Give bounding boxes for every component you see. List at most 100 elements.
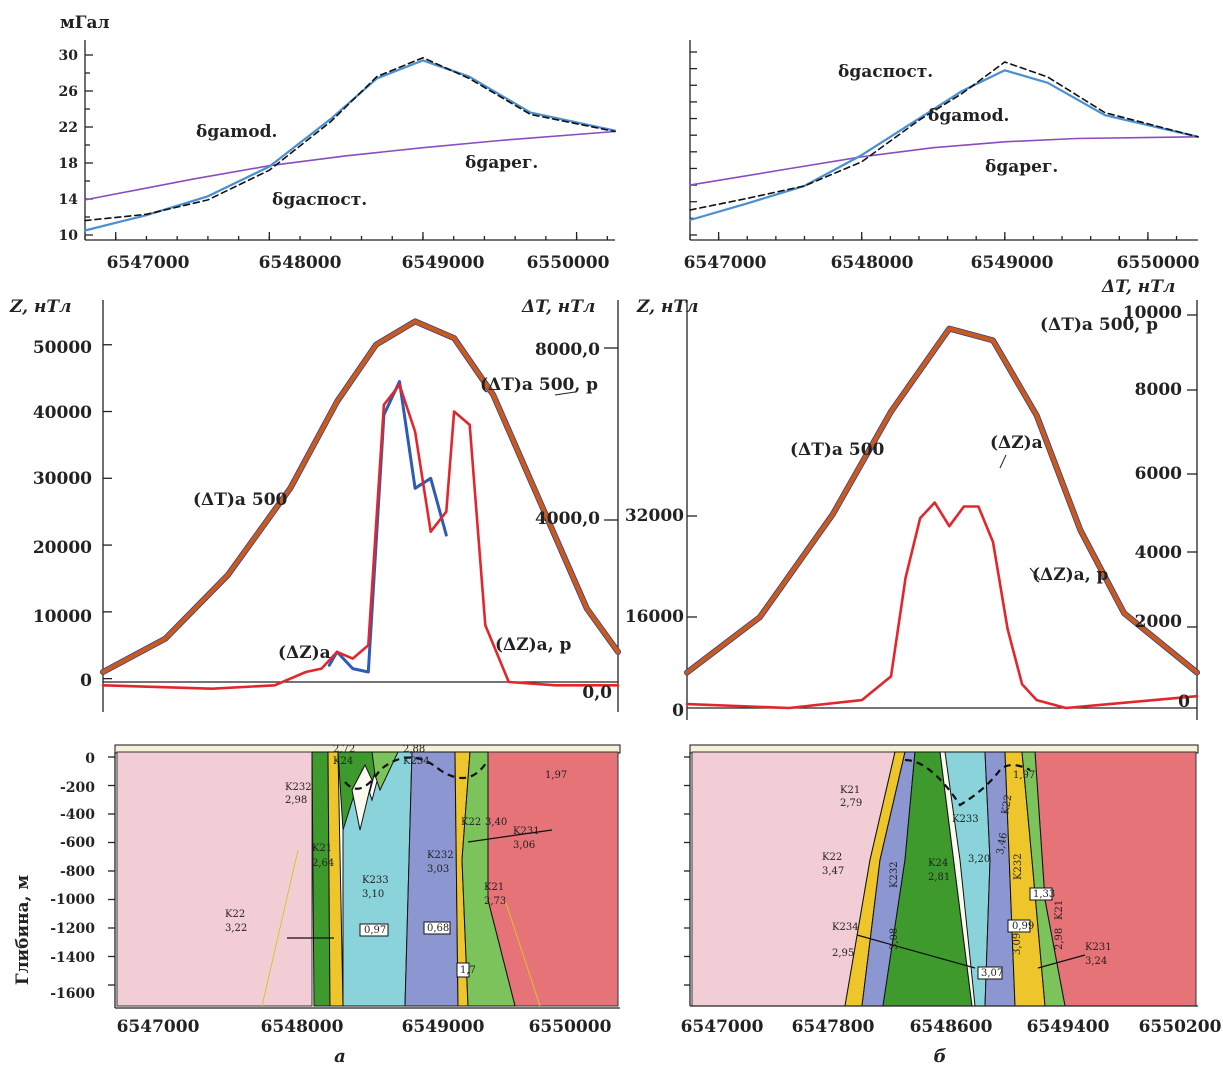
box-1-33-b	[1029, 887, 1053, 901]
fault-line-b	[904, 758, 1031, 807]
top-layer-value: 1,97	[545, 770, 567, 781]
body-name: K233	[952, 814, 979, 825]
magnetic-yticks-right-b: 0 2000 4000 6000 8000 10000	[1123, 303, 1190, 712]
body-density: 2,72	[333, 744, 355, 755]
guide-line-a	[504, 899, 541, 1007]
body-density: 3,24	[1085, 956, 1107, 967]
series-dZp-a	[101, 383, 620, 690]
tick-label: -400	[60, 807, 95, 823]
tick-label: 10	[59, 228, 79, 244]
tick-label: 2000	[1135, 612, 1182, 632]
body-density: 2,73	[484, 896, 506, 907]
section-body-labels-b: K21 2,79 K233 K22 3,46 K22 3,47 K24 2,81…	[822, 770, 1112, 979]
series-observed-b	[689, 61, 1199, 211]
body-name: K232	[427, 850, 454, 861]
section-xticks-b: 6547000 6547800 6548600 6549400 6550200	[681, 1017, 1222, 1037]
body-name: K234	[403, 756, 430, 767]
tick-label: -1600	[50, 986, 95, 1002]
tick-label: 6000	[1135, 464, 1182, 484]
inner-value: 3,20	[968, 854, 990, 865]
annotation-dT500-a: (ΔT)a 500	[193, 490, 288, 510]
body-name: K234	[832, 922, 859, 933]
tick-label: 0,0	[582, 683, 612, 703]
annotation-regional-a: δgaрег.	[465, 153, 538, 173]
body-density: 2,88	[403, 744, 425, 755]
body-density: 2,81	[928, 872, 950, 883]
box-value: 0,99	[1012, 921, 1034, 932]
annotation-observed-a: δgaспост.	[272, 190, 367, 210]
tick-label: 18	[59, 156, 78, 172]
leader-line-b	[856, 934, 976, 969]
box-3-07-b	[977, 966, 1003, 980]
tick-label: 0	[80, 671, 92, 691]
body-density: 2,64	[312, 858, 334, 869]
annotation-dT500-b: (ΔT)a 500	[790, 440, 885, 460]
body-name: K24	[333, 756, 353, 767]
tick-label: 4000	[1135, 543, 1182, 563]
body-K232-small-a	[351, 763, 373, 831]
tick-label: -200	[60, 780, 95, 796]
body-name: K21	[484, 882, 504, 893]
tick-label: 6549000	[402, 253, 485, 273]
body-name: K22	[461, 817, 481, 828]
tick-label: 14	[59, 192, 79, 208]
body-name: K21	[312, 843, 332, 854]
body-name: K22	[1000, 794, 1014, 816]
box-0-97-a	[359, 923, 389, 937]
tick-label: -600	[60, 835, 95, 851]
annotation-regional-b: δgaрег.	[985, 157, 1058, 177]
leader-line-a	[467, 829, 553, 843]
guide-line-a	[261, 849, 299, 1007]
tick-label: 6550000	[527, 253, 610, 273]
box-0-68-a	[423, 921, 451, 935]
tick-label: 20000	[33, 538, 92, 558]
tick-label: 6548000	[261, 1017, 344, 1037]
tick-label: 6548000	[259, 253, 342, 273]
tick-label: 6550200	[1139, 1017, 1222, 1037]
box-value: 0,97	[364, 925, 386, 936]
tick-label: 30000	[33, 469, 92, 489]
box-value: 3,07	[981, 968, 1003, 979]
magnetic-ylabel-left-a: Z, нТл	[9, 297, 71, 317]
body-density: 3,10	[362, 889, 384, 900]
body-K21b-a	[461, 751, 516, 1007]
series-dT-a	[100, 319, 621, 675]
body-density: 2,98	[1054, 928, 1065, 950]
annotation-model-b: δgamod.	[928, 106, 1009, 126]
tick-label: 10000	[33, 607, 92, 627]
tick-label: 10000	[1123, 303, 1182, 323]
tick-label: 6549000	[971, 253, 1054, 273]
gravity-xticks-b: 6547000 6548000 6549000 6550000	[684, 253, 1200, 273]
body-density: 3,40	[485, 817, 507, 828]
gravity-yticks-a: 10 14 18 22 26 30	[59, 48, 79, 244]
tick-label: 0	[85, 751, 95, 767]
panel-label-a: а	[334, 1046, 346, 1067]
body-density: 3,08	[889, 928, 900, 950]
body-density: 3,22	[225, 923, 247, 934]
tick-label: 26	[59, 84, 78, 100]
annotation-pointer-b	[1029, 567, 1041, 581]
box-value: 1,33	[1033, 889, 1055, 900]
body-name: K231	[1085, 942, 1112, 953]
body-name: K22	[822, 852, 842, 863]
series-dZp-b	[685, 501, 1199, 710]
body-name: K231	[513, 826, 540, 837]
series-regional-b	[689, 136, 1199, 186]
annotation-dZp-a: (ΔZ)a, p	[495, 635, 572, 655]
magnetic-yticks-right-a: 0,0 4000,0 8000,0	[535, 340, 612, 703]
body-name: K232	[889, 861, 900, 888]
body-K234-a	[371, 751, 399, 792]
series-model-b	[688, 69, 1200, 222]
tick-label: 6547000	[117, 1017, 200, 1037]
tick-label: 30	[59, 48, 79, 64]
body-density: 2,98	[285, 795, 307, 806]
tick-label: 6549000	[402, 1017, 485, 1037]
top-layer-value: 1,97	[1013, 770, 1035, 781]
magnetic-ylabel-right-a: ΔT, нТл	[521, 297, 595, 317]
body-name: K22	[225, 909, 245, 920]
annotation-pointer-a	[554, 391, 576, 396]
tick-label: 0	[1178, 692, 1190, 712]
tick-label: 6548000	[831, 253, 914, 273]
magnetic-ylabel-left-b: Z, нТл	[636, 297, 698, 317]
